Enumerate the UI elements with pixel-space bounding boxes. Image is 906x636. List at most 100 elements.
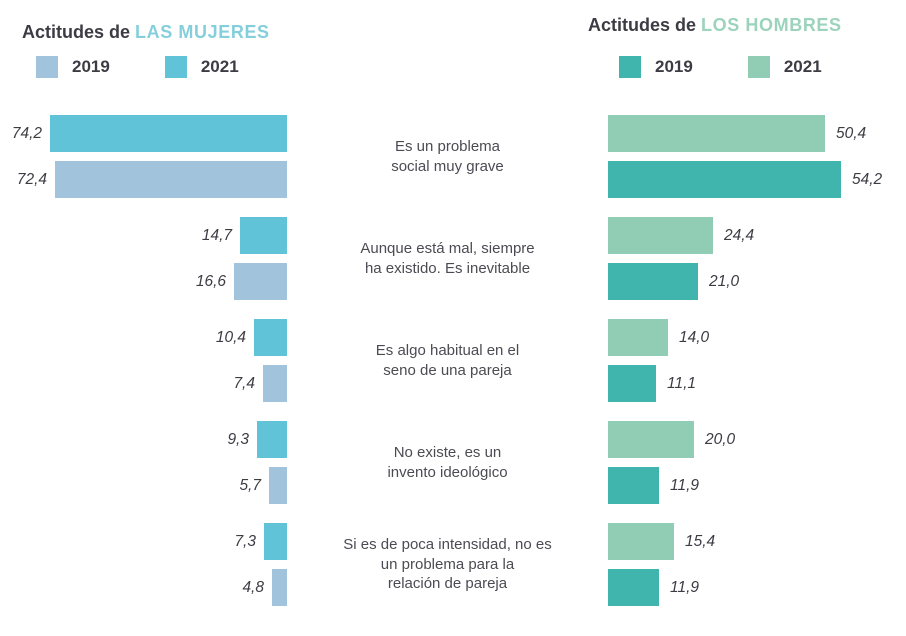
bars-mujeres: 7,3 4,8 — [0, 523, 287, 606]
category-group: 7,3 4,8 Si es de poca intensidad, no es … — [0, 523, 906, 606]
bar-row: 7,4 — [0, 365, 287, 402]
bar-row: 50,4 — [608, 115, 906, 152]
bar-row: 5,7 — [0, 467, 287, 504]
bars-mujeres: 14,7 16,6 — [0, 217, 287, 300]
bar-mujeres-2019 — [272, 569, 287, 606]
bars-mujeres: 10,4 7,4 — [0, 319, 287, 402]
bar-hombres-2019 — [608, 365, 656, 402]
bar-row: 15,4 — [608, 523, 906, 560]
bar-value-label: 21,0 — [709, 272, 740, 290]
bar-row: 7,3 — [0, 523, 287, 560]
bar-row: 4,8 — [0, 569, 287, 606]
category-label: Si es de poca intensidad, no es un probl… — [343, 535, 552, 593]
bar-mujeres-2019 — [269, 467, 287, 504]
panel-title-accent-mujeres: LAS MUJERES — [135, 22, 270, 42]
category-label: Es un problema social muy grave — [391, 137, 504, 175]
bar-hombres-2021 — [608, 115, 825, 152]
bars-hombres: 50,4 54,2 — [608, 115, 906, 198]
panel-title-mujeres: Actitudes de LAS MUJERES — [22, 22, 270, 43]
bar-hombres-2021 — [608, 523, 674, 560]
panel-title-prefix: Actitudes de — [22, 22, 136, 42]
panel-title-hombres: Actitudes de LOS HOMBRES — [588, 15, 842, 36]
bar-value-label: 16,6 — [195, 272, 226, 290]
category-group: 74,2 72,4 Es un problema social muy grav… — [0, 115, 906, 198]
category-group: 10,4 7,4 Es algo habitual en el seno de … — [0, 319, 906, 402]
bar-row: 24,4 — [608, 217, 906, 254]
bar-hombres-2021 — [608, 319, 668, 356]
bar-value-label: 5,7 — [239, 476, 261, 494]
bar-mujeres-2019 — [234, 263, 287, 300]
bar-mujeres-2021 — [254, 319, 287, 356]
bar-mujeres-2021 — [264, 523, 287, 560]
bar-hombres-2019 — [608, 569, 659, 606]
legend-item-hombres-2019: 2019 — [619, 56, 693, 78]
bar-hombres-2019 — [608, 161, 841, 198]
bar-value-label: 50,4 — [836, 124, 867, 142]
bar-value-label: 7,4 — [233, 374, 255, 392]
bar-value-label: 14,7 — [201, 226, 232, 244]
bar-row: 74,2 — [0, 115, 287, 152]
bar-row: 54,2 — [608, 161, 906, 198]
legend-label: 2019 — [72, 57, 110, 76]
legend-label: 2021 — [783, 57, 822, 76]
legend-swatch-mujeres-2021 — [164, 56, 187, 78]
bars-mujeres: 74,2 72,4 — [0, 115, 287, 198]
bars-hombres: 15,4 11,9 — [608, 523, 906, 606]
bar-row: 11,9 — [608, 569, 906, 606]
bar-row: 21,0 — [608, 263, 906, 300]
bar-mujeres-2021 — [257, 421, 287, 458]
panel-title-prefix: Actitudes de — [588, 15, 702, 35]
bar-value-label: 24,4 — [724, 226, 755, 244]
legend-mujeres: 2019 2021 — [36, 56, 239, 78]
bar-value-label: 54,2 — [852, 170, 883, 188]
bar-mujeres-2021 — [240, 217, 287, 254]
bar-value-label: 20,0 — [705, 430, 736, 448]
bar-row: 72,4 — [0, 161, 287, 198]
bars-hombres: 20,0 11,9 — [608, 421, 906, 504]
bar-hombres-2021 — [608, 421, 694, 458]
bars-hombres: 14,0 11,1 — [608, 319, 906, 402]
bars-hombres: 24,4 21,0 — [608, 217, 906, 300]
bar-row: 14,7 — [0, 217, 287, 254]
bar-value-label: 10,4 — [215, 328, 246, 346]
category-label: Es algo habitual en el seno de una parej… — [375, 341, 520, 379]
bar-value-label: 74,2 — [11, 124, 42, 142]
bars-mujeres: 9,3 5,7 — [0, 421, 287, 504]
legend-label: 2019 — [655, 57, 693, 76]
chart-header: Actitudes de LAS MUJERES Actitudes de LO… — [0, 0, 906, 115]
legend-item-hombres-2021: 2021 — [747, 56, 822, 78]
bar-hombres-2019 — [608, 467, 659, 504]
panel-title-accent-hombres: LOS HOMBRES — [701, 15, 842, 35]
legend-label: 2021 — [200, 57, 239, 76]
bar-mujeres-2019 — [263, 365, 287, 402]
bar-mujeres-2021 — [50, 115, 287, 152]
bar-row: 16,6 — [0, 263, 287, 300]
bar-row: 9,3 — [0, 421, 287, 458]
bar-value-label: 72,4 — [16, 170, 47, 188]
bar-row: 10,4 — [0, 319, 287, 356]
category-group: 14,7 16,6 Aunque está mal, siempre ha ex… — [0, 217, 906, 300]
bar-value-label: 14,0 — [679, 328, 710, 346]
bar-row: 11,1 — [608, 365, 906, 402]
bar-row: 14,0 — [608, 319, 906, 356]
bar-hombres-2021 — [608, 217, 713, 254]
legend-swatch-hombres-2021 — [747, 56, 770, 78]
bar-value-label: 7,3 — [234, 532, 256, 550]
bar-value-label: 9,3 — [227, 430, 249, 448]
bar-mujeres-2019 — [55, 161, 287, 198]
category-label: Aunque está mal, siempre ha existido. Es… — [360, 239, 535, 277]
bar-value-label: 11,9 — [670, 578, 700, 596]
legend-item-mujeres-2019: 2019 — [36, 56, 110, 78]
category-group: 9,3 5,7 No existe, es un invento ideológ… — [0, 421, 906, 504]
legend-swatch-mujeres-2019 — [36, 56, 58, 78]
bar-value-label: 15,4 — [685, 532, 716, 550]
legend-swatch-hombres-2019 — [619, 56, 641, 78]
bar-row: 20,0 — [608, 421, 906, 458]
bar-hombres-2019 — [608, 263, 698, 300]
bar-value-label: 11,1 — [667, 374, 697, 392]
category-label: No existe, es un invento ideológico — [387, 443, 508, 481]
bar-row: 11,9 — [608, 467, 906, 504]
bar-value-label: 11,9 — [670, 476, 700, 494]
legend-item-mujeres-2021: 2021 — [164, 56, 239, 78]
